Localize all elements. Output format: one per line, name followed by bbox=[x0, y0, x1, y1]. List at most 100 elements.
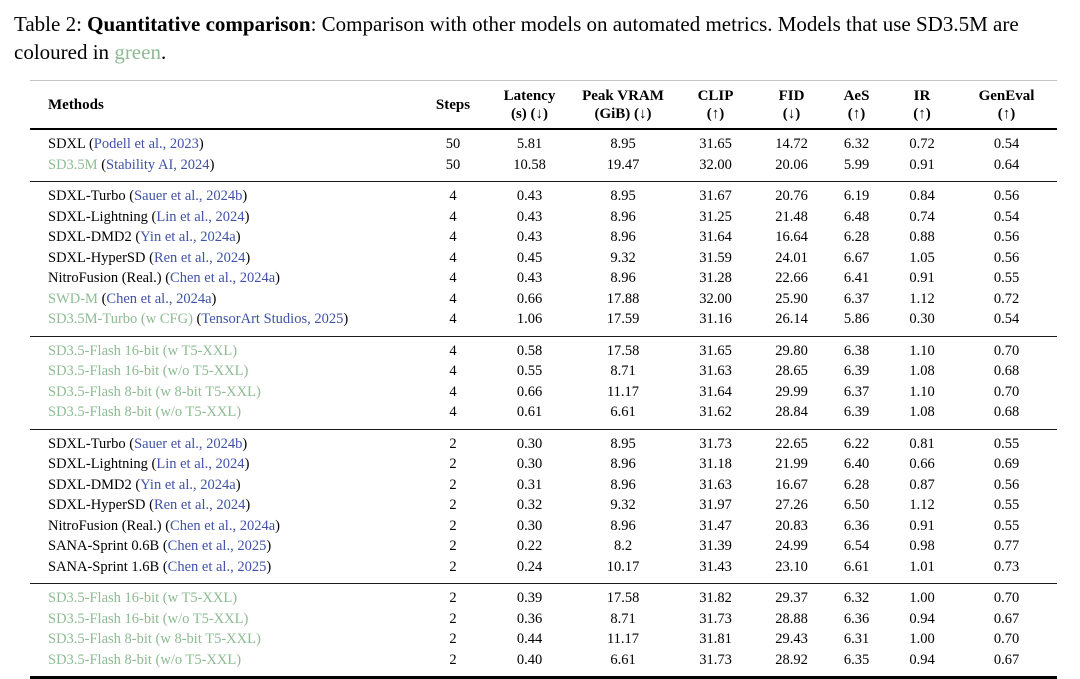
citation-link[interactable]: Chen et al., 2024a bbox=[106, 290, 212, 307]
metric-value: 2 bbox=[449, 610, 457, 627]
metric-value: 25.90 bbox=[775, 290, 808, 307]
metric-value: 31.62 bbox=[699, 404, 732, 420]
caption-prefix: Table 2: bbox=[14, 12, 88, 36]
metric-value: 2 bbox=[449, 435, 457, 452]
metric-value: 0.98 bbox=[909, 538, 935, 554]
metric-value: 31.65 bbox=[699, 342, 732, 359]
metric-value: 0.94 bbox=[909, 610, 935, 627]
citation-link[interactable]: Lin et al., 2024 bbox=[156, 456, 245, 472]
column-unit-arrow: (GiB) (↓) bbox=[594, 106, 652, 122]
table-row: SD3.5-Flash 16-bit (w/o T5-XXL) 4 0.55 8.71… bbox=[30, 361, 1057, 382]
method-cell: SDXL-Lightning (Lin et al., 2024) bbox=[48, 208, 250, 225]
table-caption: Table 2: Quantitative comparison: Compar… bbox=[14, 10, 1070, 66]
table-row: SANA-Sprint 0.6B (Chen et al., 2025) 2 0.2… bbox=[30, 536, 1057, 557]
method-name: SANA-Sprint 1.6B bbox=[48, 558, 160, 575]
column-unit-arrow: (↑) bbox=[913, 106, 931, 122]
metric-value: 31.67 bbox=[699, 188, 732, 204]
citation-link[interactable]: Sauer et al., 2024b bbox=[134, 188, 243, 204]
table-row: SDXL-Turbo (Sauer et al., 2024b) 2 0.30 8.9… bbox=[30, 429, 1057, 454]
metric-value: 31.65 bbox=[699, 136, 732, 152]
column-header-steps: Steps bbox=[420, 81, 486, 130]
metric-value: 2 bbox=[449, 558, 457, 575]
metric-value: 0.87 bbox=[909, 476, 935, 493]
method-cell: SDXL-Turbo (Sauer et al., 2024b) bbox=[48, 435, 248, 452]
metric-value: 0.81 bbox=[909, 435, 935, 452]
method-name: SD3.5-Flash 8-bit (w 8-bit T5-XXL) bbox=[48, 631, 261, 647]
metric-value: 0.70 bbox=[993, 590, 1020, 606]
comparison-table: Methods Steps Latency (s) (↓) Peak VRAM (GiB)… bbox=[30, 80, 1057, 679]
row-group-3: SD3.5-Flash 16-bit (w T5-XXL) 4 0.58 17.58 3… bbox=[30, 336, 1057, 429]
metric-value: 0.32 bbox=[516, 497, 543, 513]
metric-value: 32.00 bbox=[699, 290, 732, 307]
metric-value: 8.71 bbox=[610, 363, 636, 379]
row-group-4: SDXL-Turbo (Sauer et al., 2024b) 2 0.30 8.9… bbox=[30, 429, 1057, 584]
column-unit-arrow: (↑) bbox=[847, 106, 866, 122]
table-row: SDXL-Lightning (Lin et al., 2024) 2 0.30 8.… bbox=[30, 454, 1057, 475]
metric-value: 0.55 bbox=[993, 497, 1020, 513]
citation-link[interactable]: Chen et al., 2024a bbox=[170, 270, 276, 286]
method-name: SDXL-HyperSD bbox=[48, 249, 146, 266]
metric-value: 6.50 bbox=[843, 497, 870, 513]
caption-body: : Comparison with other models on automa… bbox=[14, 12, 1019, 64]
table-row: SDXL-HyperSD (Ren et al., 2024) 2 0.32 9.32… bbox=[30, 495, 1057, 516]
column-label: Methods bbox=[48, 97, 104, 113]
table-row: SD3.5M-Turbo (w CFG) (TensorArt Studios,… bbox=[30, 309, 1057, 336]
metric-value: 31.82 bbox=[699, 590, 732, 606]
metric-value: 22.66 bbox=[775, 270, 808, 286]
metric-value: 11.17 bbox=[606, 383, 640, 400]
method-cell: SD3.5-Flash 8-bit (w 8-bit T5-XXL) bbox=[30, 629, 420, 650]
column-unit-arrow: (↑) bbox=[997, 106, 1016, 122]
column-label: IR bbox=[913, 88, 931, 104]
metric-value: 9.32 bbox=[610, 249, 636, 266]
citation-link[interactable]: Yin et al., 2024a bbox=[140, 229, 236, 245]
metric-value: 6.61 bbox=[610, 651, 636, 668]
column-header-latency: Latency (s) (↓) bbox=[486, 81, 573, 130]
metric-value: 0.56 bbox=[993, 188, 1020, 204]
table-row: SDXL-Lightning (Lin et al., 2024) 4 0.43 8.… bbox=[30, 207, 1057, 228]
metric-value: 0.30 bbox=[516, 517, 543, 534]
metric-value: 17.59 bbox=[606, 311, 640, 327]
metric-value: 6.37 bbox=[843, 383, 870, 400]
metric-value: 6.48 bbox=[843, 208, 870, 225]
table-row: SD3.5-Flash 16-bit (w T5-XXL) 2 0.39 17.58 3… bbox=[30, 584, 1057, 609]
method-name: SDXL bbox=[48, 136, 86, 152]
metric-value: 0.64 bbox=[993, 156, 1020, 173]
metric-value: 2 bbox=[449, 456, 457, 472]
citation-link[interactable]: TensorArt Studios, 2025 bbox=[201, 311, 344, 327]
metric-value: 6.40 bbox=[843, 456, 870, 472]
method-cell: SDXL-HyperSD (Ren et al., 2024) bbox=[48, 497, 251, 513]
citation-link[interactable]: Stability AI, 2024 bbox=[106, 156, 210, 173]
metric-value: 6.22 bbox=[843, 435, 870, 452]
method-cell: SD3.5M-Turbo (w CFG) (TensorArt Studios,… bbox=[48, 311, 349, 327]
method-cell: SDXL-Lightning (Lin et al., 2024) bbox=[48, 456, 250, 472]
column-unit-arrow: (↑) bbox=[706, 106, 725, 122]
metric-value: 6.32 bbox=[843, 136, 870, 152]
metric-value: 4 bbox=[449, 383, 457, 400]
metric-value: 0.88 bbox=[909, 229, 935, 245]
metric-value: 0.43 bbox=[516, 229, 543, 245]
row-group-1: SDXL (Podell et al., 2023) 50 5.81 8.95 31.6… bbox=[30, 129, 1057, 182]
metric-value: 4 bbox=[449, 311, 457, 327]
metric-value: 16.64 bbox=[775, 229, 808, 245]
metric-value: 6.28 bbox=[843, 229, 870, 245]
metric-value: 6.39 bbox=[843, 404, 870, 420]
citation-link[interactable]: Podell et al., 2023 bbox=[93, 136, 199, 152]
method-name: SD3.5-Flash 16-bit (w T5-XXL) bbox=[48, 342, 238, 359]
citation-link[interactable]: Ren et al., 2024 bbox=[153, 497, 246, 513]
metric-value: 1.08 bbox=[909, 404, 935, 420]
citation-link[interactable]: Yin et al., 2024a bbox=[140, 476, 236, 493]
citation-link[interactable]: Sauer et al., 2024b bbox=[134, 435, 243, 452]
metric-value: 17.58 bbox=[606, 342, 640, 359]
metric-value: 31.73 bbox=[699, 610, 732, 627]
citation-link[interactable]: Ren et al., 2024 bbox=[153, 249, 246, 266]
table-header: Methods Steps Latency (s) (↓) Peak VRAM (GiB)… bbox=[30, 81, 1057, 130]
metric-value: 4 bbox=[449, 249, 457, 266]
citation-link[interactable]: Lin et al., 2024 bbox=[156, 208, 245, 225]
metric-value: 0.68 bbox=[993, 363, 1020, 379]
citation-link[interactable]: Chen et al., 2024a bbox=[170, 517, 276, 534]
metric-value: 31.64 bbox=[699, 383, 732, 400]
metric-value: 0.55 bbox=[993, 270, 1020, 286]
citation-link[interactable]: Chen et al., 2025 bbox=[167, 558, 267, 575]
citation-link[interactable]: Chen et al., 2025 bbox=[167, 538, 267, 554]
metric-value: 9.32 bbox=[610, 497, 636, 513]
